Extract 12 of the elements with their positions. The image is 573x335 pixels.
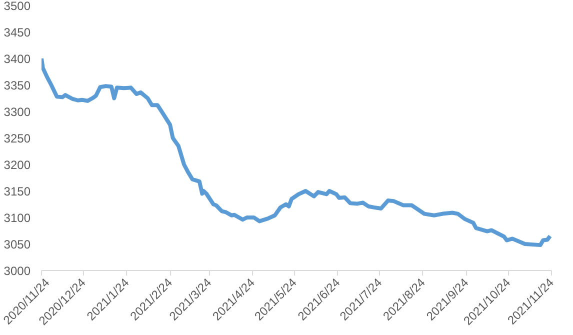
y-tick-label: 3200 [4, 158, 31, 172]
y-tick-label: 3100 [4, 211, 31, 225]
line-series [42, 56, 552, 248]
y-tick-label: 3450 [4, 26, 31, 40]
y-tick-label: 3150 [4, 184, 31, 198]
y-tick-label: 3050 [4, 238, 31, 252]
y-tick-label: 3500 [4, 0, 31, 13]
y-tick-label: 3400 [4, 52, 31, 66]
y-tick-label: 3300 [4, 105, 31, 119]
y-tick-label: 3350 [4, 78, 31, 92]
y-tick-label: 3250 [4, 132, 31, 146]
y-tick-label: 3000 [4, 264, 31, 278]
